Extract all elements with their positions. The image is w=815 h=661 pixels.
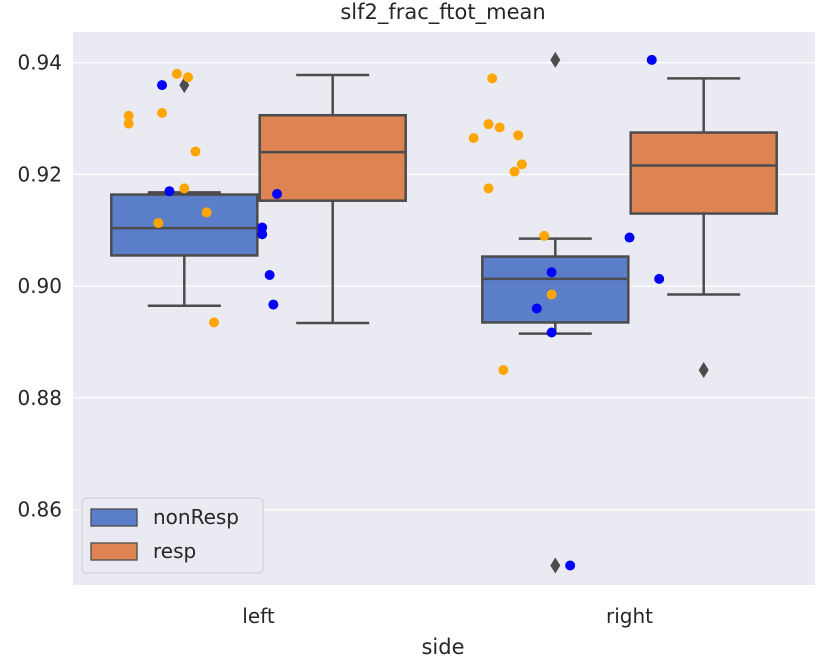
point-nonResp [565,560,576,571]
point-resp [190,146,201,157]
point-resp [546,289,557,300]
point-nonResp [624,232,635,243]
point-nonResp [654,273,665,284]
point-resp [179,183,190,194]
box-iqr [481,255,630,324]
point-nonResp [272,188,283,199]
box-resp-left [258,73,407,325]
point-resp [183,72,194,83]
box-nonResp-right [481,51,630,574]
point-nonResp [268,299,279,310]
point-resp [157,107,168,118]
outlier-marker [550,557,561,574]
point-resp [513,130,524,141]
outlier-marker [698,361,709,378]
point-nonResp [546,267,557,278]
y-tick-label: 0.88 [17,386,62,410]
point-resp [539,230,550,241]
point-nonResp [264,269,275,280]
point-nonResp [164,186,175,197]
point-resp [171,68,182,79]
point-nonResp [257,229,268,240]
point-nonResp [157,80,168,91]
point-resp [123,110,134,121]
point-resp [123,118,134,129]
box-nonResp-left [110,77,259,307]
point-nonResp [646,54,657,65]
x-tick-label: left [242,604,275,628]
point-resp [487,73,498,84]
box-layer [110,51,778,574]
legend: nonResp resp [81,497,264,574]
point-resp [153,218,164,229]
point-nonResp [531,303,542,314]
point-resp [516,159,527,170]
outlier-marker [550,51,561,68]
point-resp [509,166,520,177]
x-tick-label: right [606,604,653,628]
y-tick-label: 0.92 [17,162,62,186]
strip-points [123,54,665,571]
point-nonResp [546,327,557,338]
point-resp [483,183,494,194]
plot-area [73,32,815,585]
box-iqr [110,193,259,257]
box-resp-right [629,77,778,378]
point-resp [468,133,479,144]
point-resp [208,317,219,328]
y-tick-label: 0.86 [17,498,62,522]
tick-labels: 0.86 0.88 0.90 0.92 0.94 left right [17,51,653,628]
x-axis-label: side [421,635,464,659]
legend-swatch-resp [90,542,138,561]
point-resp [201,207,212,218]
box-iqr [258,113,407,202]
point-resp [494,122,505,133]
legend-label-nonresp: nonResp [153,505,239,529]
legend-label-resp: resp [153,539,196,563]
point-resp [498,364,509,375]
y-tick-label: 0.94 [17,51,62,75]
box-iqr [629,131,778,215]
point-resp [483,119,494,130]
chart-title: slf2_frac_ftot_mean [340,0,545,25]
legend-swatch-nonresp [90,508,138,527]
y-tick-label: 0.90 [17,274,62,298]
